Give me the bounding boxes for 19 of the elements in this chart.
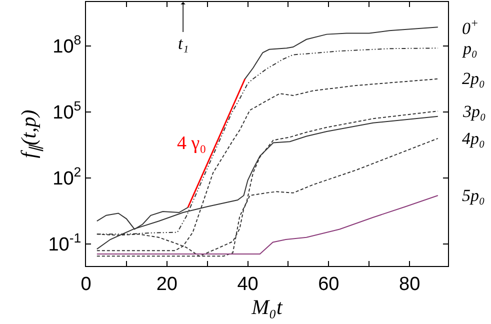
x-tick-label: 60 <box>318 274 340 295</box>
x-axis-title: M₀t <box>250 294 284 319</box>
x-tick-label: 20 <box>156 274 178 295</box>
annotation: t₁ <box>178 34 189 53</box>
series-label: 5p₀ <box>462 186 485 205</box>
line-series <box>96 195 438 255</box>
y-tick-label: 10$^{5}$ <box>52 98 82 124</box>
x-tick-label: 0 <box>80 274 92 295</box>
series-label: 2p₀ <box>462 69 485 88</box>
y-tick-label: 10$^{-1}$ <box>48 230 82 256</box>
series-label: p₀ <box>462 39 478 58</box>
y-tick-label: 10$^{8}$ <box>52 32 82 58</box>
series-label: 3p₀ <box>462 102 486 121</box>
series-label: 0$^{+}$ <box>462 16 479 38</box>
x-tick-label: 80 <box>399 274 420 295</box>
y-tick-label: 10$^{2}$ <box>52 164 82 190</box>
x-tick-label: 40 <box>237 274 258 295</box>
series-label: 4p₀ <box>462 129 485 148</box>
series-label: 4 γ₀ <box>177 133 206 154</box>
